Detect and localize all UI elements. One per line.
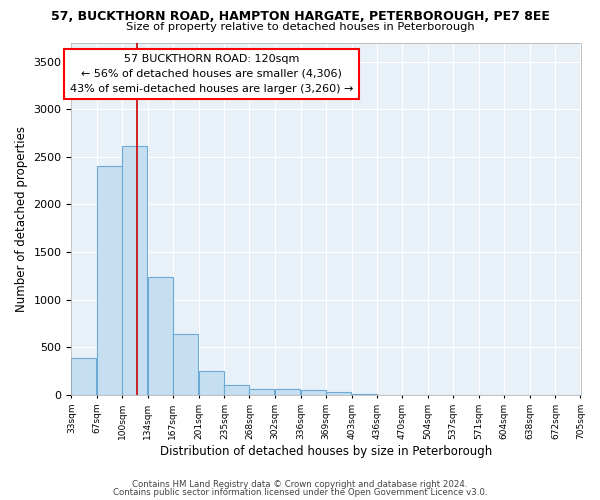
Bar: [199, 371, 224, 395]
Text: 57, BUCKTHORN ROAD, HAMPTON HARGATE, PETERBOROUGH, PE7 8EE: 57, BUCKTHORN ROAD, HAMPTON HARGATE, PET…: [50, 10, 550, 23]
Text: Size of property relative to detached houses in Peterborough: Size of property relative to detached ho…: [125, 22, 475, 32]
Bar: [250, 388, 274, 395]
Bar: [326, 392, 351, 395]
X-axis label: Distribution of detached houses by size in Peterborough: Distribution of detached houses by size …: [160, 444, 492, 458]
Text: Contains HM Land Registry data © Crown copyright and database right 2024.: Contains HM Land Registry data © Crown c…: [132, 480, 468, 489]
Bar: [122, 146, 147, 395]
Bar: [173, 334, 198, 395]
Bar: [224, 386, 250, 395]
Bar: [275, 388, 300, 395]
Text: Contains public sector information licensed under the Open Government Licence v3: Contains public sector information licen…: [113, 488, 487, 497]
Bar: [301, 390, 326, 395]
Bar: [71, 358, 97, 395]
Bar: [148, 277, 173, 395]
Y-axis label: Number of detached properties: Number of detached properties: [15, 126, 28, 312]
Bar: [97, 166, 122, 395]
Text: 57 BUCKTHORN ROAD: 120sqm
← 56% of detached houses are smaller (4,306)
43% of se: 57 BUCKTHORN ROAD: 120sqm ← 56% of detac…: [70, 54, 353, 94]
